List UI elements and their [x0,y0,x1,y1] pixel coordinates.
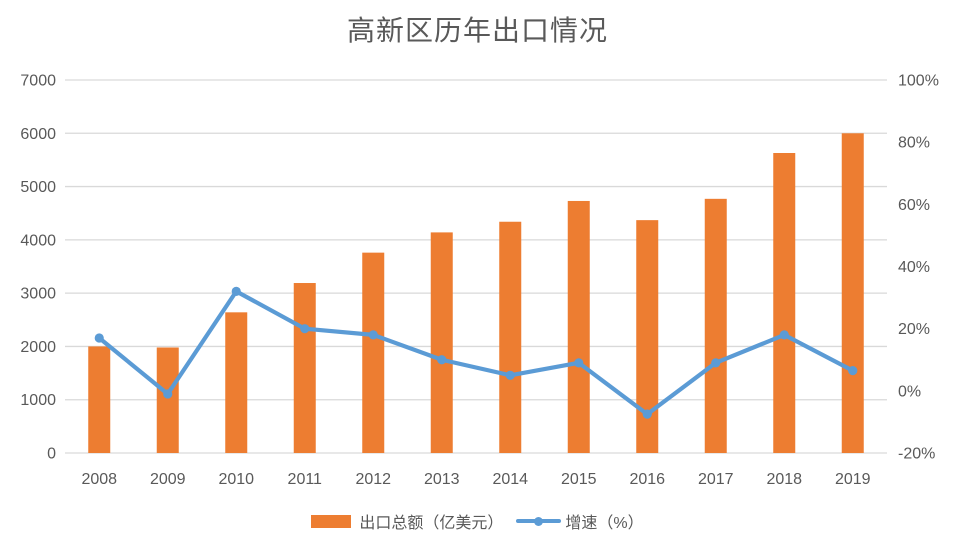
bar-2008 [88,346,111,453]
x-axis-tick-label: 2008 [81,471,117,488]
x-axis-tick-label: 2014 [492,471,528,488]
left-axis-tick-label: 5000 [20,179,56,196]
bar-2018 [773,153,796,453]
legend-bar-swatch-icon [311,514,352,528]
left-axis-tick-label: 0 [47,446,56,463]
bar-2017 [704,198,727,453]
bar-2011 [293,283,316,453]
point-2014 [505,370,515,380]
legend-label-exports: 出口总额（亿美元） [359,515,504,532]
legend-line-swatch-icon [516,516,562,526]
point-2013 [437,355,447,365]
chart-title: 高新区历年出口情况 [346,14,608,47]
right-axis-tick-label: -20% [898,446,935,463]
bar-2016 [636,220,659,453]
bar-2015 [567,200,590,453]
right-axis-tick-label: 80% [898,135,930,152]
point-2016 [642,409,652,419]
x-axis-tick-label: 2011 [288,471,323,488]
point-2008 [94,333,104,343]
left-axis-tick-label: 4000 [20,232,56,249]
left-axis-tick-label: 1000 [20,392,56,409]
x-axis-tick-label: 2012 [355,471,391,488]
bar-2012 [362,252,385,453]
x-axis-tick-label: 2015 [561,471,597,488]
point-2015 [574,358,584,368]
point-2012 [368,330,378,340]
left-axis-tick-label: 7000 [20,73,56,90]
chart-legend: 出口总额（亿美元） 增速（%） [0,506,955,536]
point-2019 [848,366,858,376]
point-2011 [300,324,310,334]
x-axis-tick-label: 2017 [698,471,734,488]
x-axis-tick-label: 2019 [835,471,871,488]
x-axis-tick-label: 2010 [218,471,254,488]
legend-line-marker-icon [534,516,544,526]
x-axis-tick-label: 2016 [629,471,665,488]
legend-label-growth: 增速（%） [565,515,644,532]
right-axis-tick-label: 60% [898,197,930,214]
left-axis-tick-label: 3000 [20,286,56,303]
point-2010 [231,286,241,296]
bar-2019 [841,133,864,454]
left-axis-tick-label: 6000 [20,126,56,143]
bar-2010 [225,312,248,453]
point-2009 [163,389,173,399]
right-axis-tick-label: 20% [898,321,930,338]
bar-2009 [156,347,179,453]
x-axis-tick-label: 2013 [424,471,460,488]
right-axis-tick-label: 40% [898,259,930,276]
bar-2013 [430,232,453,453]
bar-2014 [499,221,522,453]
x-axis-tick-label: 2018 [766,471,802,488]
right-axis-tick-label: 0% [898,383,921,400]
right-axis-tick-label: 100% [898,73,939,90]
left-axis-tick-label: 2000 [20,339,56,356]
growth-line [97,289,855,417]
point-2017 [711,358,721,368]
point-2018 [779,330,789,340]
x-axis-tick-label: 2009 [150,471,186,488]
